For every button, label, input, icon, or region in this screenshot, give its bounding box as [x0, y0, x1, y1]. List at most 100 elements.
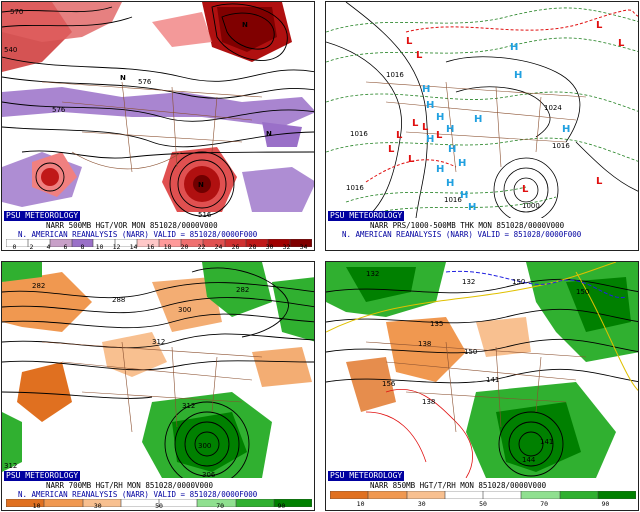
- scale-label: 50: [155, 502, 163, 510]
- isobar-label: 1016: [350, 130, 368, 138]
- isobar-label: 1016: [552, 142, 570, 150]
- high-pressure-marker: H: [458, 158, 466, 169]
- scale-label: 20: [180, 243, 189, 251]
- isobar-label: 1024: [544, 104, 562, 112]
- contour-label: 138: [418, 340, 431, 348]
- low-pressure-marker: L: [388, 144, 395, 155]
- rh-colorbar: [6, 499, 312, 507]
- psu-badge: PSU METEOROLOGY: [4, 471, 81, 481]
- contour-label: 150: [512, 278, 525, 286]
- low-pressure-marker: L: [436, 130, 443, 141]
- contour-label: 516: [198, 211, 212, 218]
- low-pressure-marker: L: [618, 38, 625, 49]
- contour-label: 150: [576, 288, 589, 296]
- panel-700mb[interactable]: 282 282 288 300 312 300 312 306 312 PSU …: [1, 261, 315, 511]
- isobar-label: 1016: [346, 184, 364, 192]
- isobar-label: 1016: [444, 196, 462, 204]
- scale-label: 2: [29, 243, 34, 251]
- map-850mb[interactable]: 132 132 150 135 138 150 141 150 138 141 …: [326, 262, 639, 478]
- contour-label: 306: [202, 471, 216, 478]
- isobar-label: 1000: [522, 202, 540, 210]
- contour-label: 312: [152, 338, 165, 346]
- colorbar-swatch: [559, 491, 598, 499]
- colorbar-swatch: [406, 491, 445, 499]
- colorbar-swatch: [368, 491, 407, 499]
- scale-label: 22: [197, 243, 206, 251]
- colorbar-swatch: [6, 499, 45, 507]
- scale-label: 90: [277, 502, 286, 510]
- colorbar-swatch: [268, 239, 291, 247]
- scale-label: 70: [216, 502, 225, 510]
- panel-surface-pressure[interactable]: 1016 1016 1024 1016 1016 1000 1016 H H H…: [325, 1, 639, 251]
- map-surface-pressure[interactable]: 1016 1016 1024 1016 1016 1000 1016 H H H…: [326, 2, 639, 218]
- panel-title: NARR 850MB HGT/T/RH MON 851028/0000V000: [370, 481, 547, 490]
- contour-label: 132: [462, 278, 475, 286]
- scale-label: 6: [63, 243, 68, 251]
- colorbar-swatch: [27, 239, 50, 247]
- low-pressure-marker: L: [396, 130, 403, 141]
- scale-label: 70: [540, 500, 549, 508]
- vort-max-marker: N: [120, 74, 126, 82]
- contour-label: 156: [382, 380, 396, 388]
- scale-label: 90: [601, 500, 610, 508]
- panel-title: NARR 500MB HGT/VOR MON 851028/0000V000: [46, 221, 218, 230]
- colorbar-swatch: [224, 239, 247, 247]
- contour-label: 282: [236, 286, 249, 294]
- low-pressure-marker: L: [522, 184, 529, 195]
- high-pressure-marker: H: [468, 202, 476, 213]
- scale-label: 4: [46, 243, 51, 251]
- isobar-label: 1016: [386, 71, 404, 79]
- high-pressure-marker: H: [510, 42, 518, 53]
- colorbar-swatch: [246, 239, 269, 247]
- vort-max-marker: N: [266, 130, 272, 138]
- low-pressure-marker: L: [416, 50, 423, 61]
- colorbar-swatch: [235, 499, 274, 507]
- contour-label: 540: [4, 46, 17, 54]
- scale-label: 50: [479, 500, 487, 508]
- scale-label: 10: [95, 243, 104, 251]
- scale-label: 18: [163, 243, 172, 251]
- colorbar-swatch: [273, 499, 312, 507]
- colorbar-swatch: [137, 239, 160, 247]
- colorbar-swatch: [82, 499, 121, 507]
- high-pressure-marker: H: [514, 70, 522, 81]
- contour-label: 144: [522, 456, 536, 464]
- scale-label: 10: [32, 502, 41, 510]
- panel-subtitle: N. AMERICAN REANALYSIS (NARR) VALID = 85…: [342, 230, 582, 239]
- map-500mb[interactable]: 576 576 540 570 516 N N N N: [2, 2, 315, 218]
- scale-label: 24: [214, 243, 223, 251]
- scale-label: 30: [265, 243, 274, 251]
- contour-label: 300: [178, 306, 191, 314]
- low-pressure-marker: L: [596, 20, 603, 31]
- vort-max-marker: N: [198, 181, 204, 189]
- high-pressure-marker: H: [426, 100, 434, 111]
- colorbar-swatch: [159, 499, 198, 507]
- contour-label: 141: [540, 438, 553, 446]
- panel-title: NARR PRS/1000-500MB THK MON 851028/0000V…: [370, 221, 565, 230]
- low-pressure-marker: L: [408, 154, 415, 165]
- panel-title: NARR 700MB HGT/RH MON 851028/0000V000: [46, 481, 214, 490]
- colorbar-swatch: [197, 499, 236, 507]
- vort-max-marker: N: [242, 21, 248, 29]
- panel-subtitle: N. AMERICAN REANALYSIS (NARR) VALID = 85…: [18, 490, 258, 499]
- colorbar-swatch: [180, 239, 203, 247]
- low-pressure-marker: L: [406, 36, 413, 47]
- panel-850mb[interactable]: 132 132 150 135 138 150 141 150 138 141 …: [325, 261, 639, 511]
- scale-label: 8: [80, 243, 85, 251]
- contour-label: 300: [198, 442, 211, 450]
- contour-label: 570: [10, 8, 23, 16]
- contour-label: 132: [366, 270, 379, 278]
- high-pressure-marker: H: [436, 164, 444, 175]
- contour-label: 138: [422, 398, 435, 406]
- contour-label: 288: [112, 296, 125, 304]
- colorbar-swatch: [521, 491, 560, 499]
- scale-label: 26: [231, 243, 240, 251]
- scale-label: 16: [146, 243, 155, 251]
- contour-label: 141: [486, 376, 499, 384]
- map-700mb[interactable]: 282 282 288 300 312 300 312 306 312: [2, 262, 315, 478]
- colorbar-swatch: [483, 491, 522, 499]
- scale-label: 32: [282, 243, 291, 251]
- low-pressure-marker: L: [412, 118, 419, 129]
- panel-500mb[interactable]: 576 576 540 570 516 N N N N PSU METEOROL…: [1, 1, 315, 251]
- contour-label: 576: [138, 78, 152, 86]
